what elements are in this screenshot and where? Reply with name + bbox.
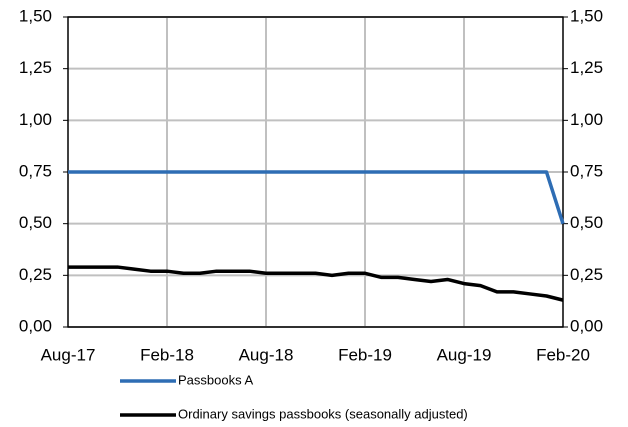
y-tick-label: 0,75	[19, 161, 52, 180]
y-tick-label: 1,25	[19, 58, 52, 77]
x-tick-label: Aug-18	[239, 345, 294, 364]
y2-tick-label: 1,50	[570, 6, 603, 25]
x-tick-label: Aug-17	[41, 345, 96, 364]
y2-tick-label: 1,00	[570, 110, 603, 129]
y2-tick-label: 0,00	[570, 316, 603, 335]
y2-tick-label: 0,25	[570, 265, 603, 284]
y-tick-label: 1,50	[19, 6, 52, 25]
y-tick-label: 0,50	[19, 213, 52, 232]
y-tick-label: 0,00	[19, 316, 52, 335]
series-line	[68, 265, 564, 302]
legend-label: Passbooks A	[178, 372, 253, 387]
x-tick-label: Feb-18	[140, 345, 194, 364]
x-tick-label: Aug-19	[437, 345, 492, 364]
x-tick-label: Feb-20	[536, 345, 590, 364]
y-tick-label: 0,25	[19, 265, 52, 284]
legend-label: Ordinary savings passbooks (seasonally a…	[178, 406, 468, 421]
y-tick-label: 1,00	[19, 110, 52, 129]
x-tick-label: Feb-19	[338, 345, 392, 364]
y2-tick-label: 1,25	[570, 58, 603, 77]
series-line	[68, 170, 565, 225]
y2-tick-label: 0,50	[570, 213, 603, 232]
y2-tick-label: 0,75	[570, 161, 603, 180]
